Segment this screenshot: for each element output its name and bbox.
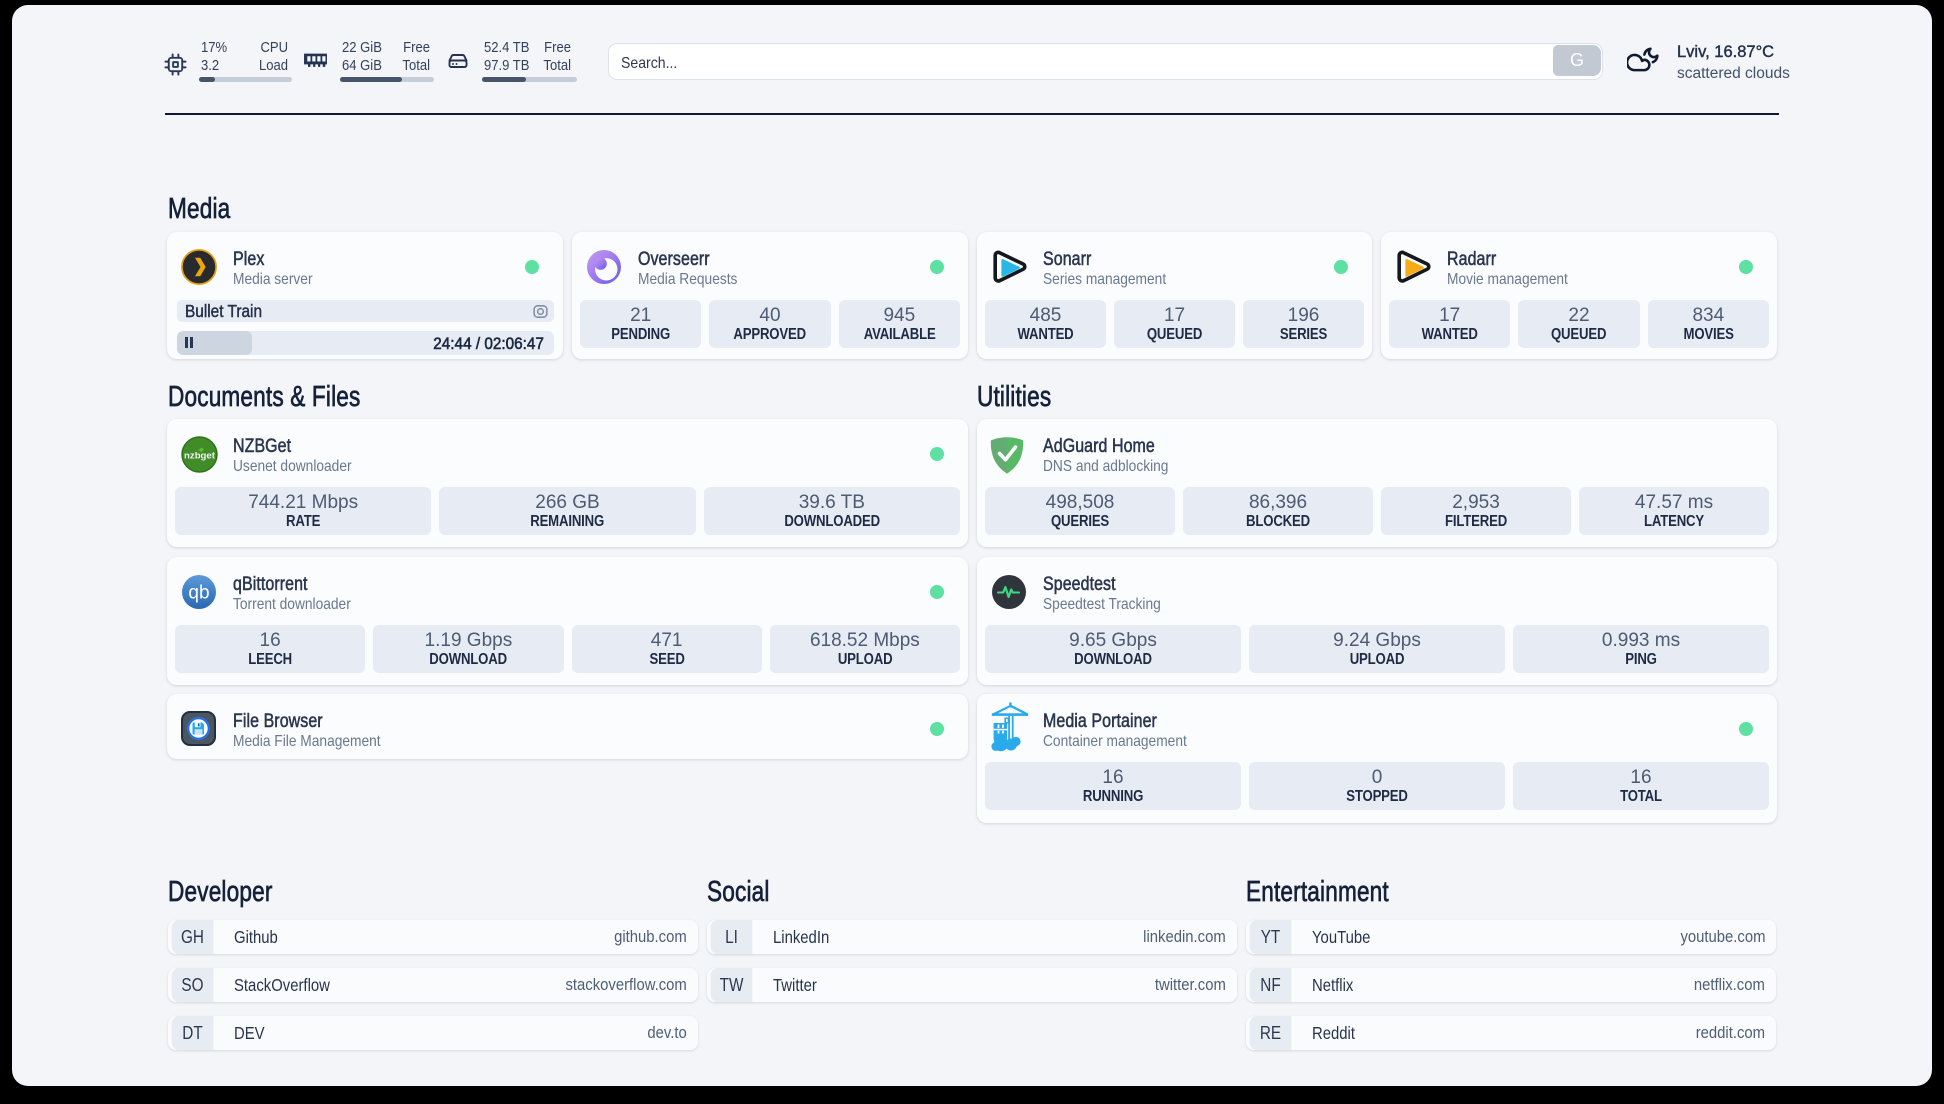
svg-text:nzbget: nzbget: [184, 451, 216, 462]
svg-text:qb: qb: [188, 583, 209, 604]
